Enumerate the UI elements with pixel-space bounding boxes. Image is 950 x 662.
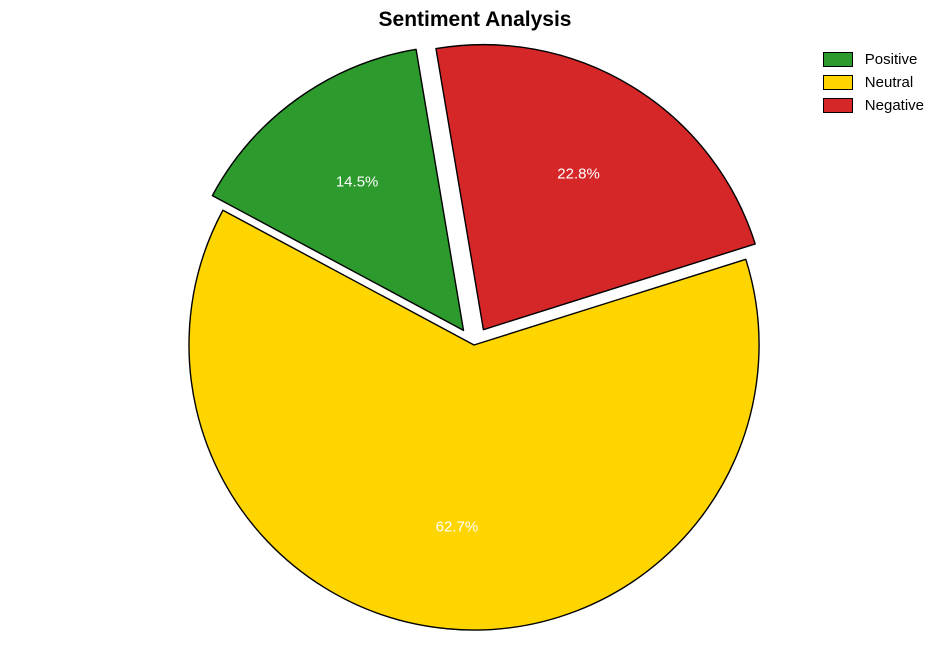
slice-label-positive: 14.5% [336, 174, 379, 191]
pie-chart-svg [0, 0, 950, 662]
legend-item-neutral: Neutral [823, 71, 924, 94]
legend-swatch-positive [823, 52, 853, 67]
legend-swatch-neutral [823, 75, 853, 90]
slice-label-neutral: 62.7% [436, 518, 479, 535]
legend-label: Positive [865, 51, 918, 68]
legend-item-positive: Positive [823, 48, 924, 71]
legend-label: Negative [865, 97, 924, 114]
slice-label-negative: 22.8% [557, 166, 600, 183]
chart-container: Sentiment Analysis 62.7%14.5%22.8% Posit… [0, 0, 950, 662]
legend: Positive Neutral Negative [823, 48, 924, 117]
legend-item-negative: Negative [823, 94, 924, 117]
legend-swatch-negative [823, 98, 853, 113]
legend-label: Neutral [865, 74, 913, 91]
